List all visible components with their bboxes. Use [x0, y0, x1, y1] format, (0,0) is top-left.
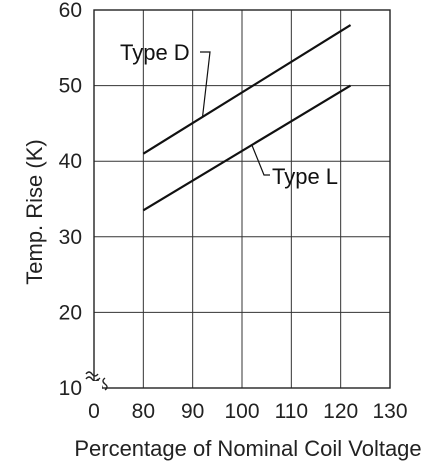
series-labels: Type D Type L [120, 40, 338, 189]
x-tick-label: 120 [323, 400, 358, 423]
y-tick-label: 40 [59, 150, 82, 173]
leader-line-type-d [200, 51, 211, 117]
axis-break-y [85, 371, 99, 377]
x-axis-title: Percentage of Nominal Coil Voltage [74, 436, 421, 461]
x-tick-label: 90 [181, 400, 204, 423]
series-lines [142, 24, 352, 212]
series-line-type-l [142, 84, 352, 212]
series-line-type-d [142, 24, 352, 155]
grid [94, 10, 390, 388]
plot-border [93, 9, 391, 389]
plot-frame [93, 9, 391, 389]
axis-break-gap [88, 381, 102, 395]
x-tick-label: 0 [88, 400, 100, 423]
y-axis-title: Temp. Rise (K) [22, 139, 47, 284]
x-tick-label: 110 [275, 400, 308, 423]
x-tick-label: 100 [224, 400, 259, 423]
leader-line-type-l [251, 144, 270, 176]
y-tick-label: 10 [59, 377, 82, 400]
series-label-type-d: Type D [120, 40, 190, 65]
y-tick-label: 60 [59, 0, 82, 22]
axis-break-y [85, 376, 99, 382]
y-tick-label: 50 [59, 75, 82, 98]
axis-break-icon [85, 371, 108, 395]
x-tick-label: 130 [372, 400, 407, 423]
y-tick-labels: 10 20 30 40 50 60 [59, 0, 82, 400]
x-tick-labels: 0 80 90 100 110 120 130 [88, 400, 407, 423]
x-tick-label: 80 [132, 400, 155, 423]
series-label-type-l: Type L [272, 164, 338, 189]
axis-break-x [102, 377, 108, 391]
y-tick-label: 20 [59, 301, 82, 324]
y-tick-label: 30 [59, 226, 82, 249]
